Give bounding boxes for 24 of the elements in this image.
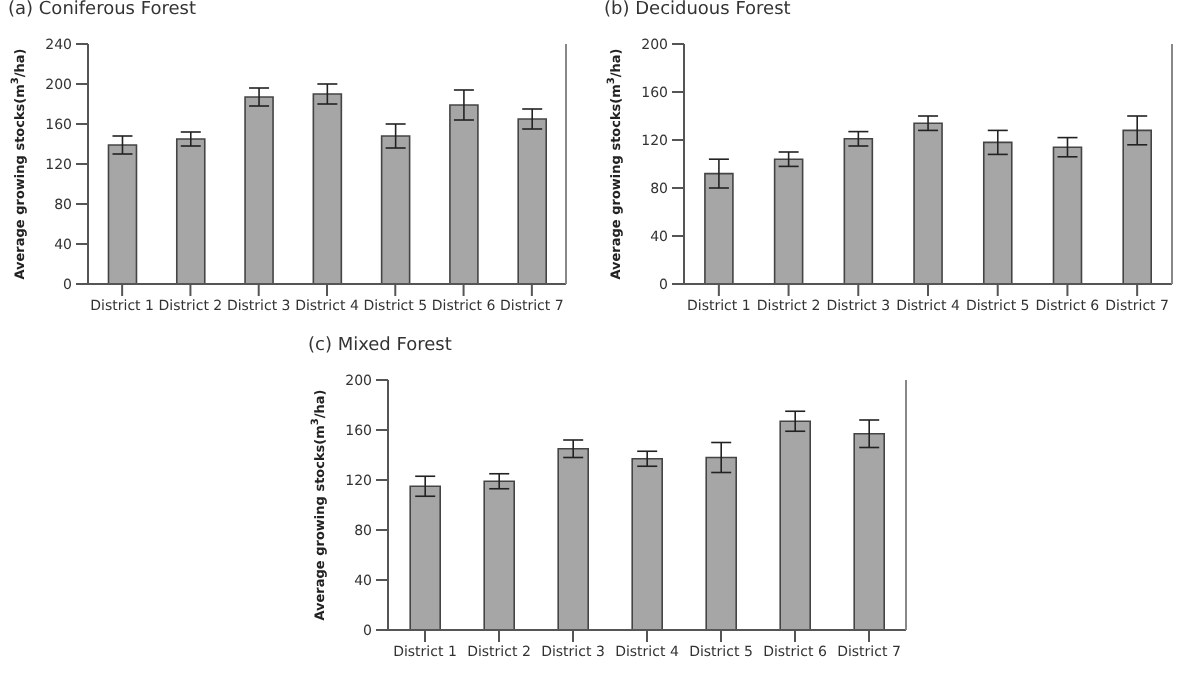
- bar: [631, 457, 663, 630]
- bar: [1052, 146, 1083, 284]
- chart-title: (a) Coniferous Forest: [6, 0, 198, 24]
- bar: [517, 118, 547, 284]
- chart-title: (b) Deciduous Forest: [602, 0, 793, 24]
- bar: [244, 96, 274, 284]
- bar: [853, 432, 885, 630]
- bar: [380, 135, 411, 284]
- bar: [107, 144, 138, 284]
- bar: [175, 138, 206, 284]
- bar: [312, 93, 343, 284]
- bar: [843, 138, 874, 284]
- bar: [913, 122, 943, 284]
- bar: [409, 485, 441, 630]
- bar: [779, 420, 811, 630]
- bar: [705, 456, 737, 630]
- bar: [557, 447, 589, 630]
- chart-title: (c) Mixed Forest: [306, 336, 454, 360]
- bar: [449, 104, 479, 284]
- bar: [982, 141, 1013, 284]
- bar: [773, 158, 804, 284]
- bar: [1122, 129, 1152, 284]
- bar: [483, 480, 515, 630]
- bar: [704, 172, 734, 284]
